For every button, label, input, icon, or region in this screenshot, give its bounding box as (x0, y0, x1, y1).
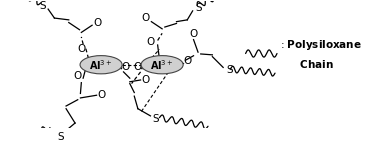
Text: O: O (142, 75, 150, 85)
Text: S: S (39, 1, 46, 11)
Text: O: O (121, 61, 129, 71)
Text: S: S (57, 132, 64, 141)
Text: O: O (93, 18, 102, 28)
Text: O: O (183, 56, 191, 66)
Text: O: O (189, 29, 198, 39)
Ellipse shape (141, 56, 183, 74)
Text: S: S (226, 65, 233, 75)
Text: O: O (142, 13, 150, 23)
Text: O: O (146, 37, 155, 47)
Text: O: O (77, 44, 85, 54)
Text: S: S (195, 3, 202, 13)
Text: O: O (98, 90, 106, 100)
Text: : $\bf{Polysiloxane}$
      $\bf{Chain}$: : $\bf{Polysiloxane}$ $\bf{Chain}$ (280, 38, 362, 70)
Text: Al$^{3+}$: Al$^{3+}$ (89, 58, 113, 72)
Text: Al$^{3+}$: Al$^{3+}$ (150, 58, 174, 72)
Text: O: O (133, 61, 141, 71)
Text: S: S (152, 114, 159, 125)
Ellipse shape (80, 56, 122, 74)
Text: O: O (74, 71, 82, 81)
